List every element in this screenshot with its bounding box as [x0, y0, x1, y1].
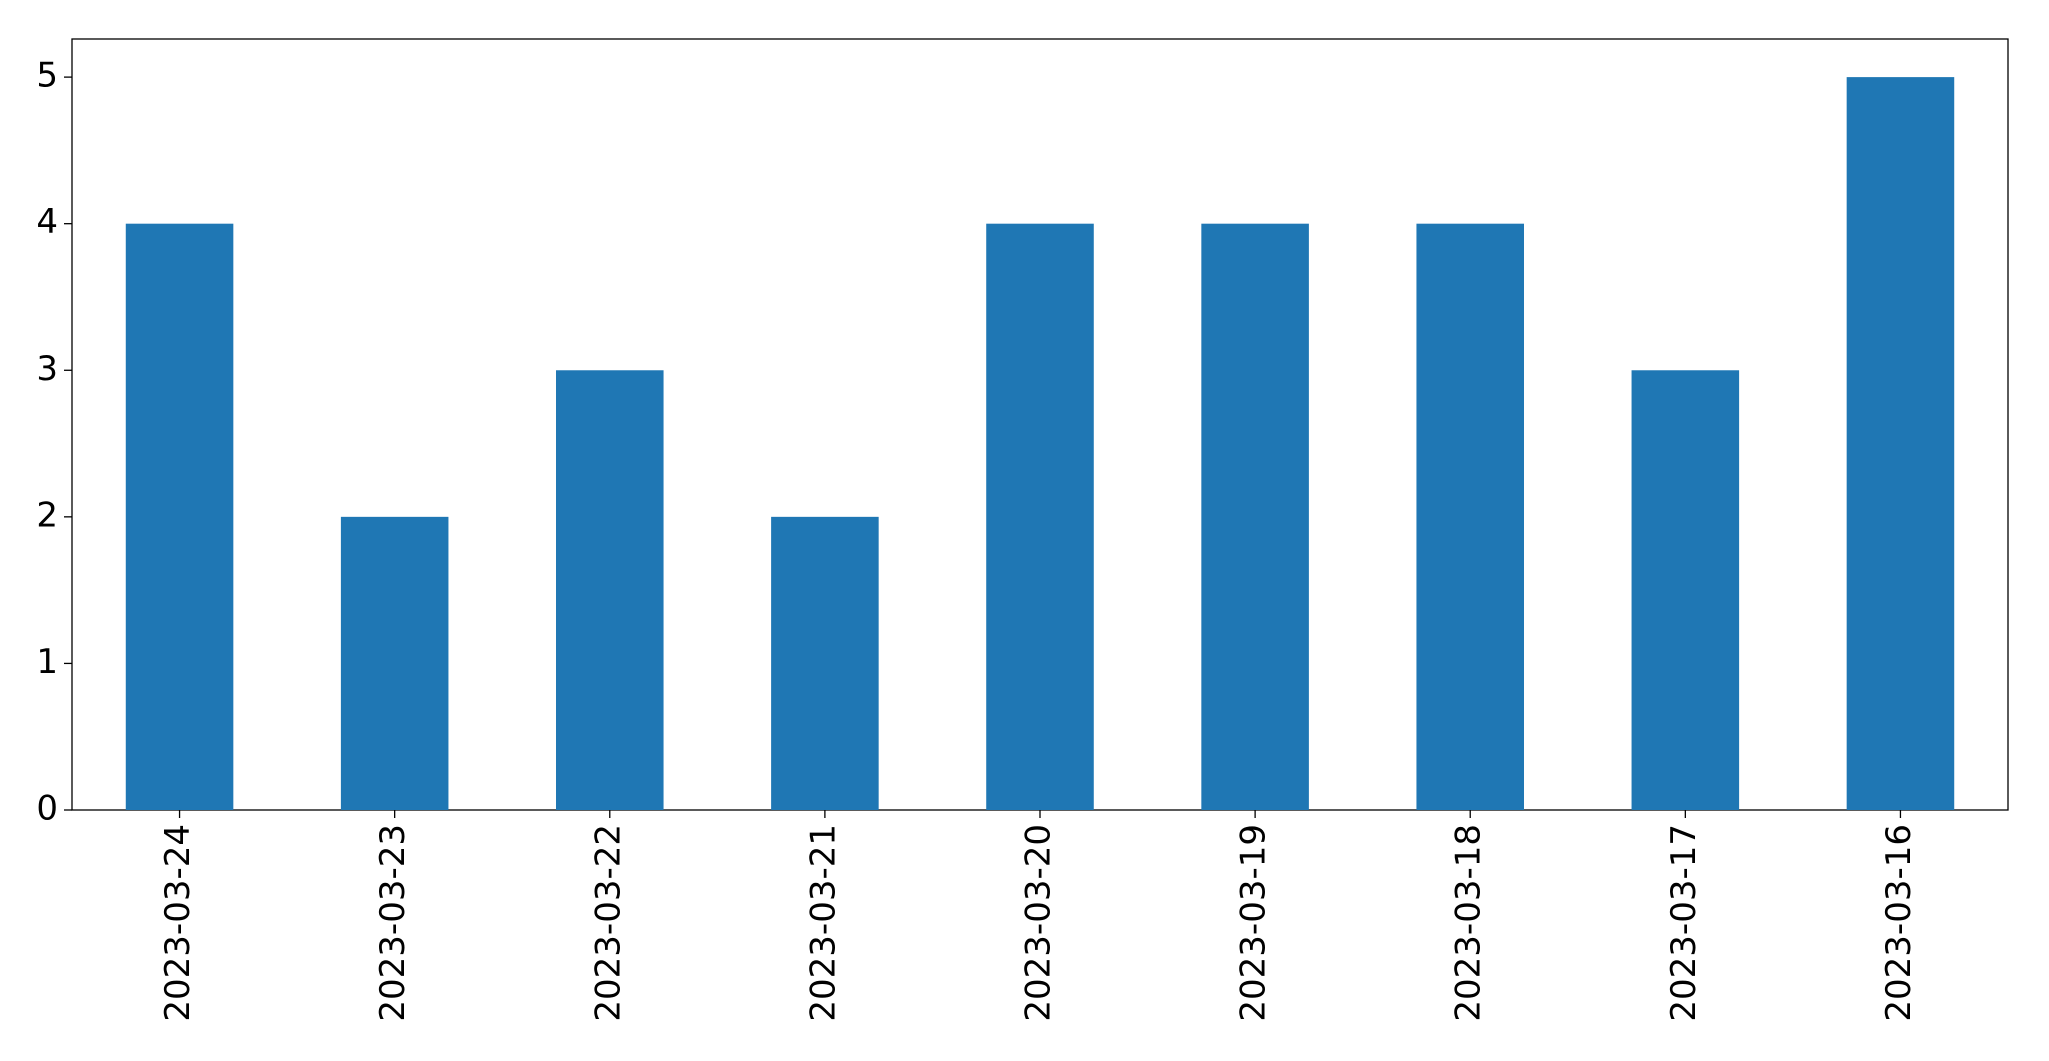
bar	[1201, 223, 1309, 810]
bar	[1416, 223, 1524, 810]
y-tick-label: 1	[36, 642, 58, 682]
y-tick-label: 3	[36, 349, 58, 389]
x-tick-label: 2023-03-24	[158, 824, 198, 1022]
bar	[771, 516, 879, 810]
bar	[1631, 370, 1740, 810]
bar	[340, 516, 449, 810]
y-tick-label: 2	[36, 495, 58, 535]
y-tick-label: 0	[36, 789, 58, 829]
y-tick-label: 4	[36, 202, 58, 242]
bar	[986, 223, 1094, 810]
x-tick-label: 2023-03-16	[1879, 824, 1919, 1022]
y-tick-label: 5	[36, 56, 58, 96]
x-tick-label: 2023-03-22	[588, 824, 628, 1022]
x-tick-label: 2023-03-17	[1664, 824, 1704, 1022]
x-tick-label: 2023-03-20	[1019, 824, 1059, 1022]
x-tick-label: 2023-03-19	[1234, 824, 1274, 1022]
bar	[125, 223, 234, 810]
x-tick-label: 2023-03-23	[373, 824, 413, 1022]
bar	[556, 370, 664, 810]
x-tick-label: 2023-03-21	[803, 824, 843, 1022]
x-tick-label: 2023-03-18	[1449, 824, 1489, 1022]
bar	[1846, 77, 1955, 810]
